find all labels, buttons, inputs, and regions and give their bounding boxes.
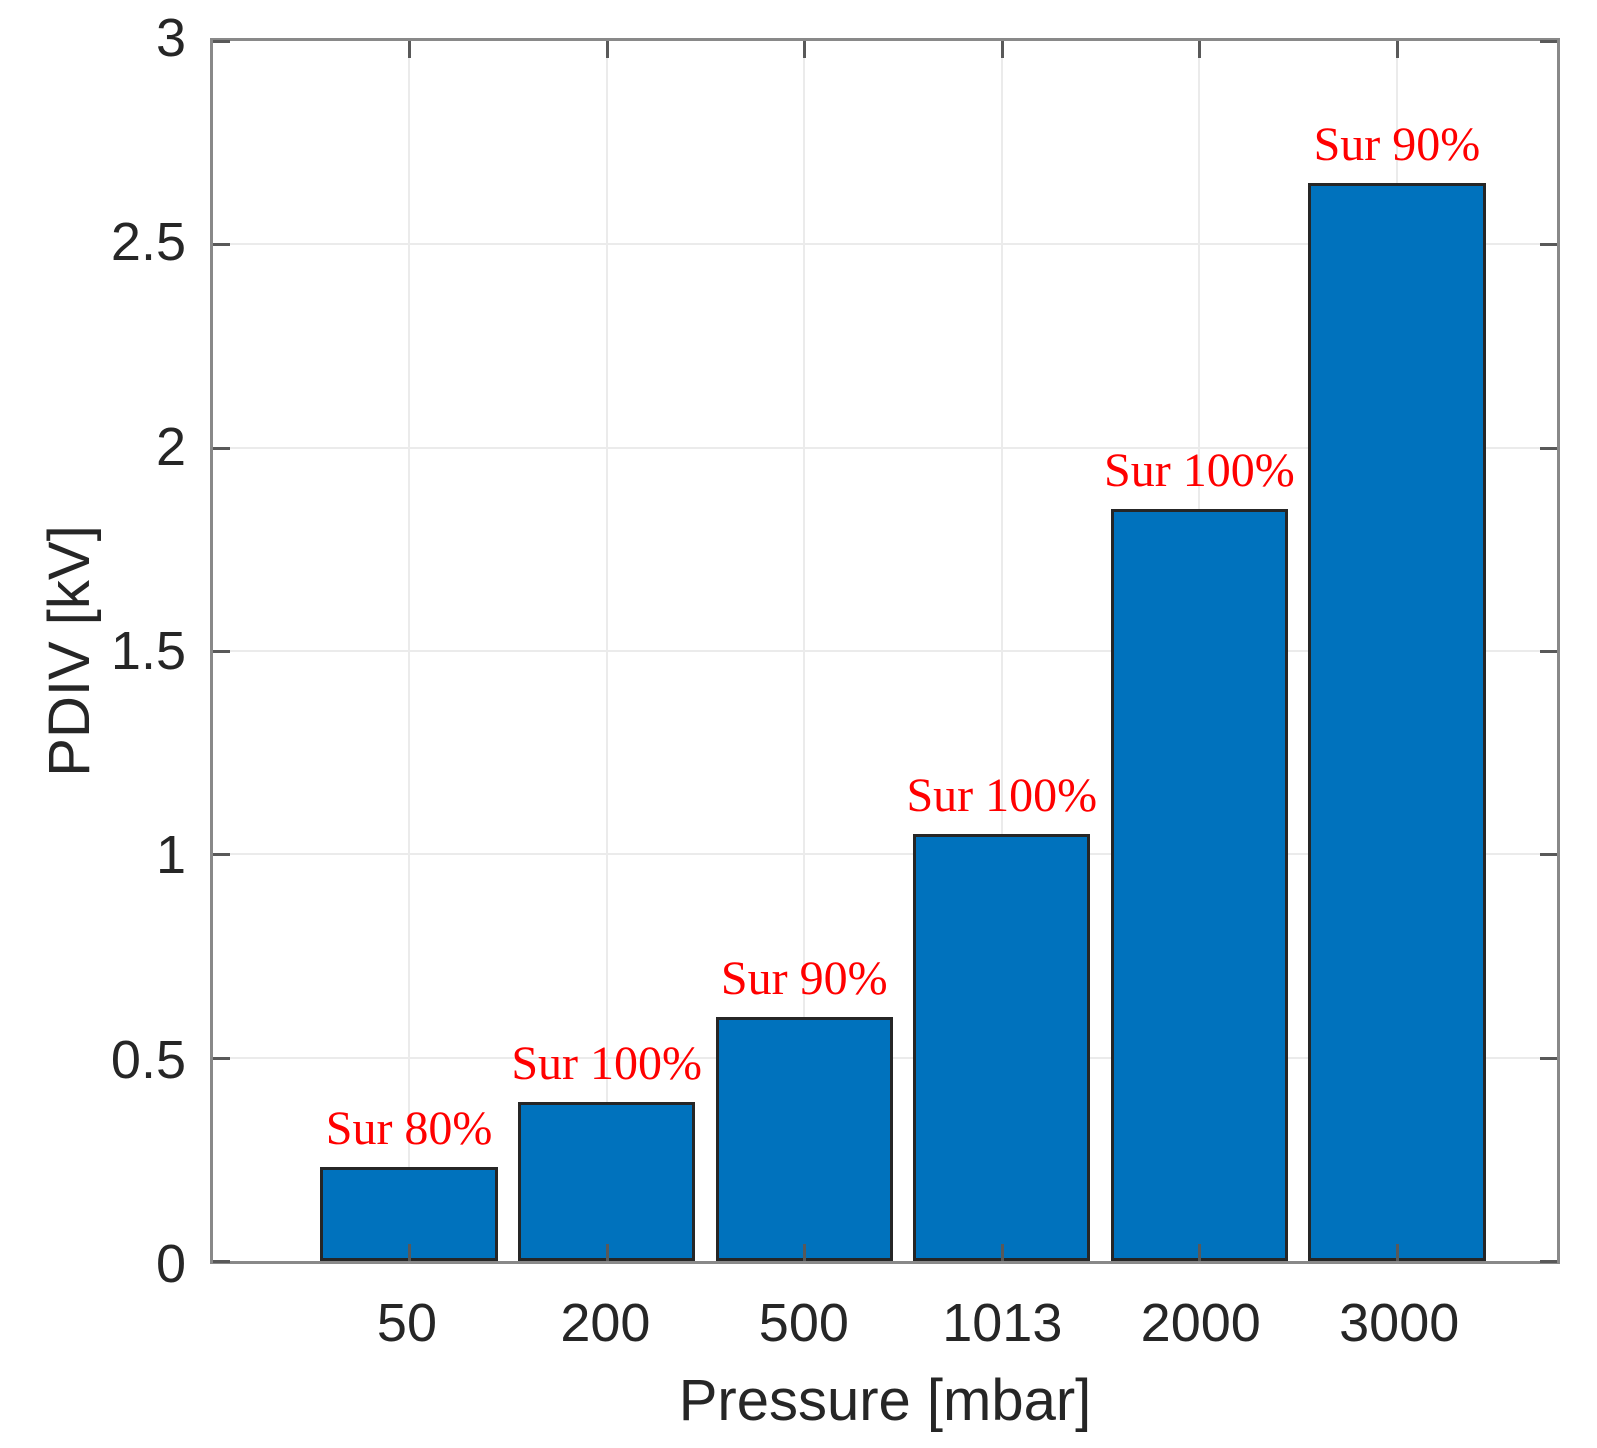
- y-tick-mark-left: [213, 1260, 230, 1263]
- bar-annotation: Sur 80%: [325, 1102, 493, 1156]
- x-tick-mark-top: [605, 41, 609, 58]
- x-tick-mark-bottom: [803, 1244, 807, 1261]
- x-tick-label: 2000: [1140, 1293, 1261, 1353]
- x-tick-label: 500: [758, 1293, 849, 1353]
- y-tick-mark-left: [213, 40, 230, 43]
- bar-annotation: Sur 100%: [906, 769, 1098, 822]
- y-tick-label: 2: [155, 416, 186, 477]
- y-gridline: [213, 650, 1557, 652]
- y-tick-mark-right: [1540, 243, 1557, 247]
- y-tick-mark-left: [213, 243, 230, 247]
- x-gridline: [408, 41, 411, 1261]
- x-gridline: [803, 41, 806, 1261]
- bar-2000mbar: [1110, 508, 1288, 1261]
- x-tick-mark-bottom: [408, 1244, 412, 1261]
- x-tick-mark-bottom: [1000, 1244, 1004, 1261]
- x-tick-mark-top: [1395, 41, 1399, 58]
- y-tick-label: 1: [155, 825, 186, 886]
- x-tick-label: 3000: [1339, 1293, 1460, 1353]
- y-tick-mark-left: [213, 853, 230, 857]
- y-tick-mark-right: [1540, 446, 1557, 450]
- bar-3000mbar: [1308, 183, 1486, 1261]
- x-tick-mark-bottom: [605, 1244, 609, 1261]
- y-tick-label: 2.5: [110, 212, 186, 273]
- x-tick-mark-top: [803, 41, 807, 58]
- y-tick-mark-left: [213, 1056, 230, 1060]
- x-tick-mark-top: [1198, 41, 1202, 58]
- y-tick-mark-right: [1540, 650, 1557, 653]
- plot-area: Sur 80% Sur 100% Sur 90% Sur 100% Sur 100% Su…: [210, 38, 1560, 1264]
- y-tick-mark-left: [213, 650, 230, 653]
- y-tick-mark-right: [1540, 1056, 1557, 1060]
- y-tick-label: 0.5: [110, 1029, 186, 1090]
- x-tick-label: 200: [560, 1293, 651, 1353]
- bar-annotation: Sur 90%: [720, 952, 888, 1005]
- bar-500mbar: [715, 1017, 893, 1261]
- y-tick-label: 3: [155, 8, 186, 68]
- x-gridline: [1000, 41, 1003, 1261]
- y-tick-label: 0: [155, 1234, 186, 1294]
- y-tick-mark-left: [213, 446, 230, 450]
- x-tick-label: 1013: [942, 1293, 1063, 1353]
- y-tick-mark-right: [1540, 40, 1557, 43]
- y-tick-label: 1.5: [110, 621, 186, 681]
- x-gridline: [605, 41, 608, 1261]
- bar-annotation: Sur 100%: [511, 1037, 702, 1091]
- x-tick-mark-bottom: [1198, 1244, 1202, 1261]
- y-gridline: [213, 446, 1557, 449]
- bar-200mbar: [518, 1102, 696, 1261]
- x-tick-mark-top: [408, 41, 412, 58]
- y-gridline: [213, 853, 1557, 856]
- x-tick-label: 50: [376, 1293, 437, 1353]
- x-axis-label: Pressure [mbar]: [678, 1368, 1092, 1433]
- y-tick-mark-right: [1540, 1260, 1557, 1263]
- y-gridline: [213, 243, 1557, 246]
- bar-annotation: Sur 100%: [1104, 443, 1295, 497]
- x-tick-mark-top: [1000, 41, 1004, 58]
- bar-annotation: Sur 90%: [1313, 118, 1481, 172]
- y-tick-mark-right: [1540, 853, 1557, 857]
- bar-1013mbar: [913, 834, 1091, 1261]
- x-tick-mark-bottom: [1395, 1244, 1399, 1261]
